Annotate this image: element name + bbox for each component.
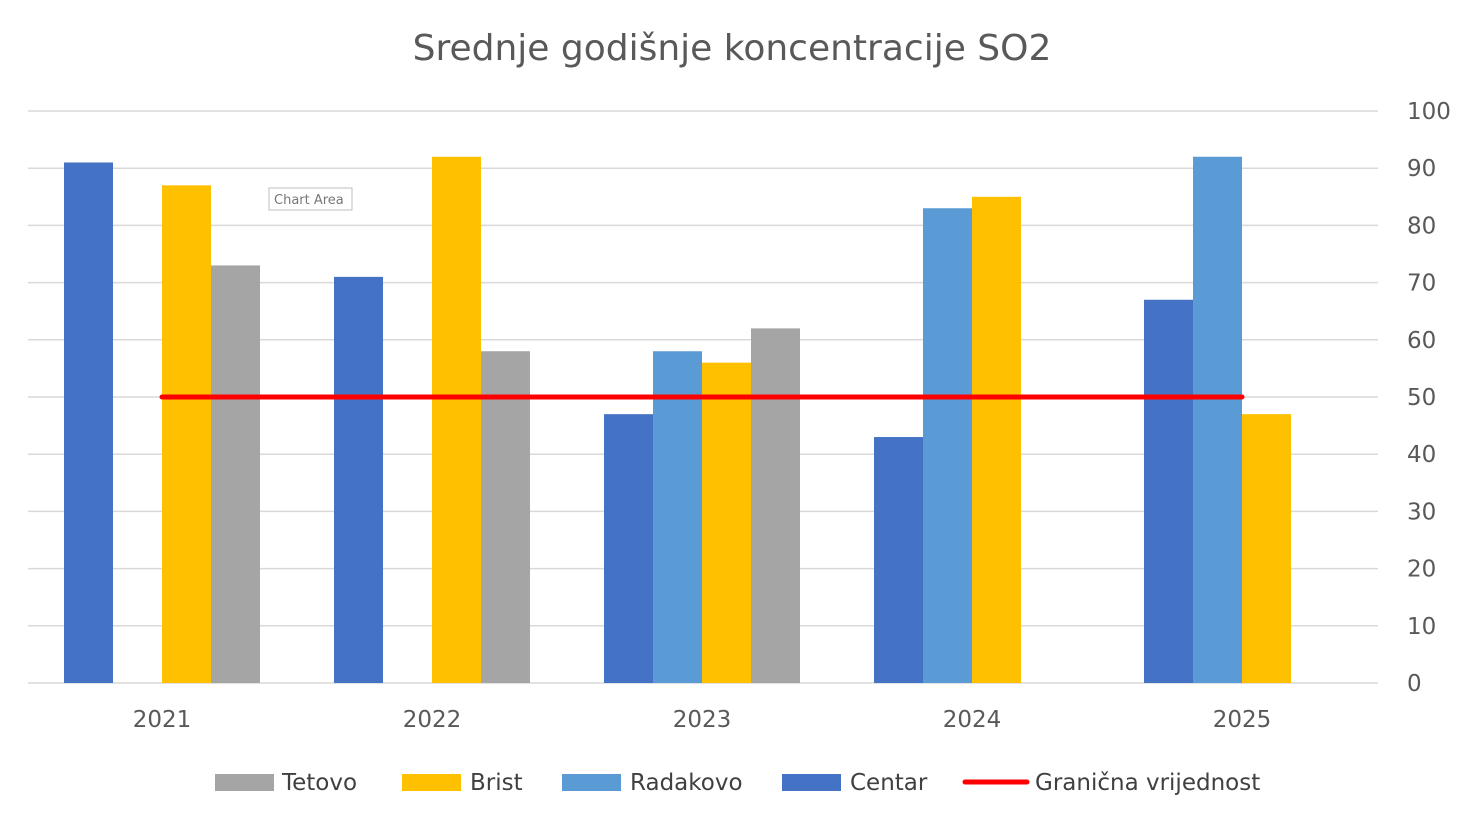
bar-radakovo-2025 — [1193, 156, 1242, 683]
legend-swatch — [402, 774, 461, 791]
bar-tetovo-2023 — [751, 328, 800, 683]
bar-brist-2021 — [162, 185, 211, 684]
bar-tetovo-2022 — [481, 351, 530, 683]
y-tick-label: 30 — [1407, 499, 1436, 525]
bar-brist-2025 — [1242, 414, 1291, 683]
bar-tetovo-2021 — [211, 265, 260, 683]
legend: Tetovo Brist Radakovo Centar Granična vrijed… — [215, 770, 1260, 796]
x-tick-label: 2024 — [943, 707, 1002, 733]
bar-centar-2023 — [604, 414, 653, 683]
y-tick-label: 40 — [1407, 442, 1436, 468]
bar-centar-2024 — [874, 437, 923, 683]
bar-centar-2025 — [1144, 299, 1193, 683]
legend-swatch — [782, 774, 841, 791]
y-tick-label: 10 — [1407, 614, 1436, 640]
y-tick-label: 100 — [1407, 99, 1451, 125]
legend-label: Tetovo — [281, 770, 357, 796]
tooltip-label: Chart Area — [274, 193, 344, 208]
y-tick-label: 0 — [1407, 671, 1422, 697]
bar-brist-2022 — [432, 156, 481, 683]
y-tick-label: 60 — [1407, 328, 1436, 354]
y-tick-label: 90 — [1407, 156, 1436, 182]
bar-centar-2022 — [334, 276, 383, 683]
legend-label: Radakovo — [630, 770, 743, 796]
y-axis-ticks: 0 10 20 30 40 50 60 70 80 90 100 — [1407, 99, 1451, 697]
chart-area-tooltip: Chart Area — [268, 187, 353, 211]
bar-centar-2021 — [64, 162, 113, 684]
y-tick-label: 20 — [1407, 557, 1436, 583]
y-tick-label: 50 — [1407, 385, 1436, 411]
x-tick-label: 2021 — [133, 707, 192, 733]
bar-brist-2024 — [972, 196, 1021, 684]
legend-swatch — [562, 774, 621, 791]
x-axis-ticks: 2021 2022 2023 2024 2025 — [133, 707, 1272, 733]
chart-title: Srednje godišnje koncentracije SO2 — [413, 28, 1052, 69]
y-tick-label: 80 — [1407, 213, 1436, 239]
bars — [64, 156, 1291, 684]
legend-label: Brist — [470, 770, 523, 796]
x-tick-label: 2025 — [1213, 707, 1272, 733]
x-tick-label: 2023 — [673, 707, 732, 733]
legend-label: Granična vrijednost — [1035, 770, 1260, 796]
legend-swatch — [215, 774, 274, 791]
legend-label: Centar — [850, 770, 928, 796]
bar-brist-2023 — [702, 362, 751, 683]
bar-radakovo-2024 — [923, 208, 972, 684]
tooltip-box — [268, 187, 353, 211]
y-tick-label: 70 — [1407, 271, 1436, 297]
x-tick-label: 2022 — [403, 707, 462, 733]
bar-radakovo-2023 — [653, 351, 702, 683]
